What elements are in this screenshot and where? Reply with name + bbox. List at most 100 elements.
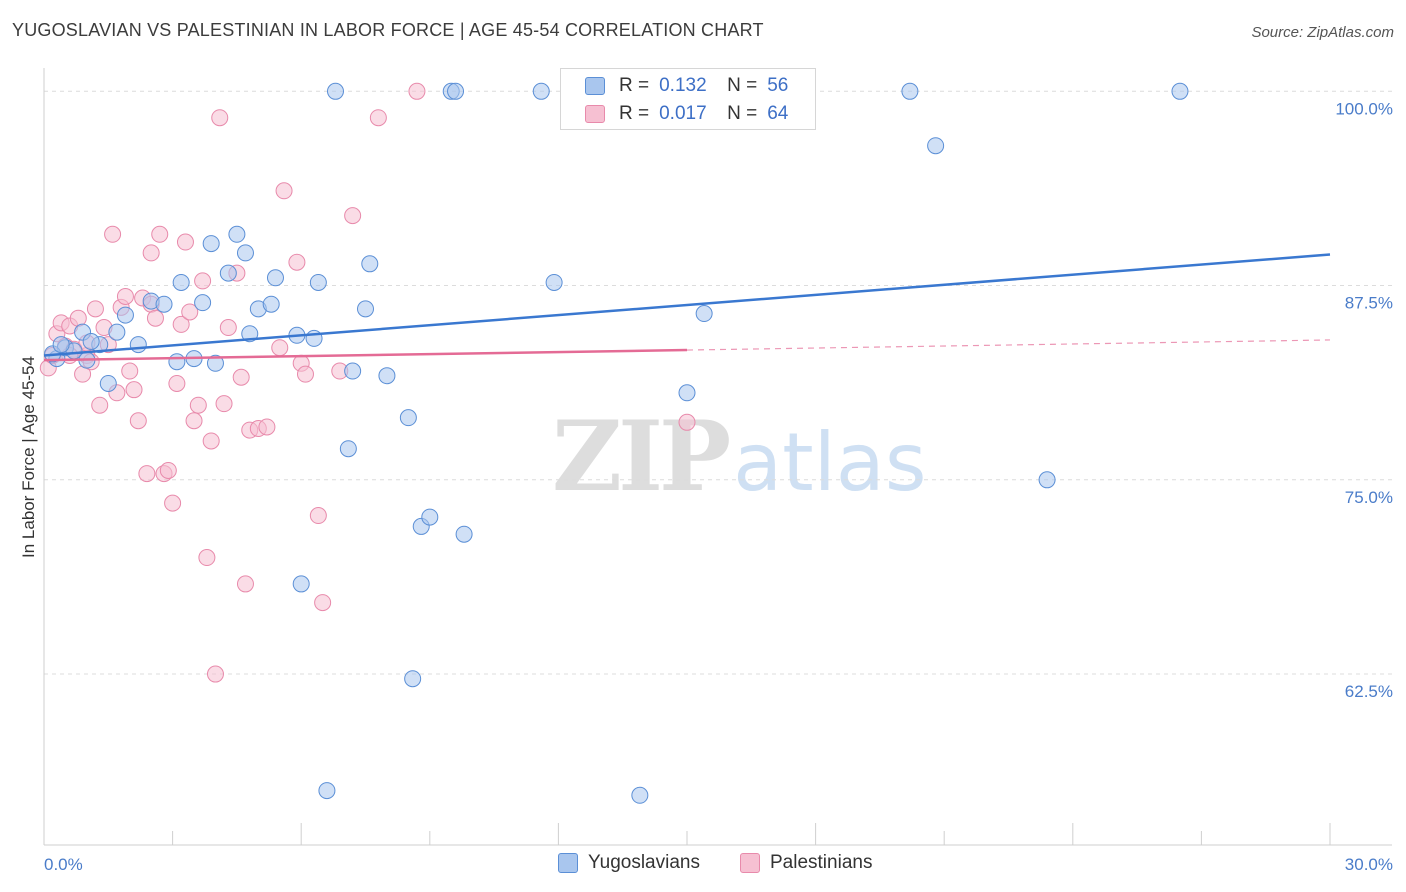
legend-swatch-palestinians (740, 853, 760, 873)
y-tick-label: 100.0% (1335, 99, 1393, 118)
yugoslavians-point (228, 225, 246, 243)
trend-lines (43, 253, 1331, 362)
yugoslavians-point (172, 273, 190, 291)
yugoslavians-point (545, 273, 563, 291)
x-tick-label: 30.0% (1345, 855, 1393, 874)
legend-item-palestinians[interactable]: Palestinians (740, 852, 872, 874)
yugoslavians-point (1171, 82, 1189, 100)
palestinians-point (159, 461, 177, 479)
palestinians-point (189, 396, 207, 414)
palestinians-point (369, 109, 387, 127)
yugoslavians-point (236, 244, 254, 262)
yugoslavians-point (99, 374, 117, 392)
yugoslavians-point (357, 300, 374, 318)
legend-item-yugoslavians[interactable]: Yugoslavians (558, 852, 700, 874)
palestinians-point (236, 575, 254, 593)
palestinians-point (258, 418, 276, 436)
palestinians-point (104, 225, 122, 243)
yugoslavians-point (378, 367, 396, 385)
palestinians-point (138, 465, 156, 483)
palestinians-point (198, 549, 216, 567)
yugoslavians-point (631, 786, 649, 804)
yugoslavians-point (108, 323, 126, 341)
yugoslavians-point (901, 82, 919, 100)
palestinians-point (168, 374, 186, 392)
series-legend: Yugoslavians Palestinians (0, 852, 1406, 876)
palestinians-point (271, 339, 289, 357)
yugoslavians-point (447, 82, 465, 100)
correlation-legend: R = 0.132 N = 56 R = 0.017 N = 64 (560, 68, 816, 130)
y-tick-label: 62.5% (1345, 682, 1393, 701)
palestinians-point (344, 207, 362, 225)
legend-r-value: 0.132 (659, 75, 707, 96)
yugoslavians-point (52, 336, 70, 354)
palestinians-point (181, 303, 199, 321)
yugoslavians-point (116, 306, 134, 324)
chart-source: Source: ZipAtlas.com (1251, 24, 1394, 41)
legend-row-palestinians: R = 0.017 N = 64 (585, 101, 789, 127)
y-axis-label: In Labor Force | Age 45-54 (19, 356, 38, 558)
palestinians-point (215, 395, 233, 413)
legend-label-yugoslavians: Yugoslavians (588, 852, 700, 873)
yugoslavians-trend-line (43, 253, 1331, 357)
yugoslavians-point (455, 525, 473, 543)
palestinians-point (172, 315, 190, 333)
palestinians-point (309, 507, 327, 525)
legend-n-value: 64 (767, 103, 789, 124)
yugoslavians-point (309, 273, 327, 291)
palestinians-point (219, 319, 237, 337)
palestinians-point (176, 233, 194, 251)
palestinians-points (39, 82, 696, 683)
yugoslavians-point (266, 269, 284, 287)
palestinians-point (142, 244, 160, 262)
yugoslavians-point (194, 294, 212, 312)
palestinians-point (296, 365, 314, 383)
palestinians-point (86, 300, 104, 318)
yugoslavians-point (206, 354, 224, 372)
palestinians-point (116, 287, 134, 305)
palestinians-point (288, 253, 306, 271)
yugoslavians-point (262, 295, 280, 313)
y-tick-label: 87.5% (1345, 294, 1393, 313)
legend-label-palestinians: Palestinians (770, 852, 873, 873)
yugoslavians-point (155, 295, 173, 313)
palestinians-point (211, 109, 229, 127)
yugoslavians-point (129, 336, 147, 354)
legend-swatch-blue (585, 77, 605, 95)
legend-swatch-yugoslavians (558, 853, 578, 873)
chart-title: YUGOSLAVIAN VS PALESTINIAN IN LABOR FORC… (12, 20, 764, 40)
axes (43, 68, 1392, 846)
palestinians-point (275, 182, 293, 200)
watermark-zip: ZIP (552, 400, 731, 513)
palestinians-point (146, 309, 164, 327)
yugoslavians-point (404, 670, 422, 688)
yugoslavians-point (339, 440, 357, 458)
yugoslavians-point (241, 325, 259, 343)
yugoslavians-point (421, 508, 439, 526)
palestinians-point (314, 594, 332, 612)
legend-r-label: R = (619, 75, 650, 96)
yugoslavians-point (82, 333, 100, 351)
yugoslavians-point (344, 362, 362, 380)
yugoslavians-point (532, 82, 550, 100)
palestinians-point (129, 412, 147, 430)
watermark-atlas: atlas (733, 416, 927, 509)
palestinians-point (202, 432, 220, 450)
yugoslavians-point (678, 384, 696, 402)
yugoslavians-point (292, 575, 310, 593)
legend-swatch-pink (585, 105, 605, 123)
palestinians-point (408, 82, 426, 100)
palestinians-trend-line (43, 348, 688, 362)
legend-r-label: R = (619, 103, 650, 124)
palestinians-point (185, 412, 203, 430)
legend-r-value: 0.017 (659, 103, 707, 124)
palestinians-point (91, 396, 109, 414)
yugoslavians-point (361, 255, 379, 273)
yugoslavians-point (202, 235, 220, 253)
yugoslavians-point (326, 82, 344, 100)
palestinians-point (151, 225, 169, 243)
axis-labels: 62.5% 75.0% 87.5% 100.0% 0.0% 30.0% In Labor F… (19, 99, 1393, 874)
yugoslavians-point (399, 409, 417, 427)
y-tick-label: 75.0% (1345, 488, 1393, 507)
